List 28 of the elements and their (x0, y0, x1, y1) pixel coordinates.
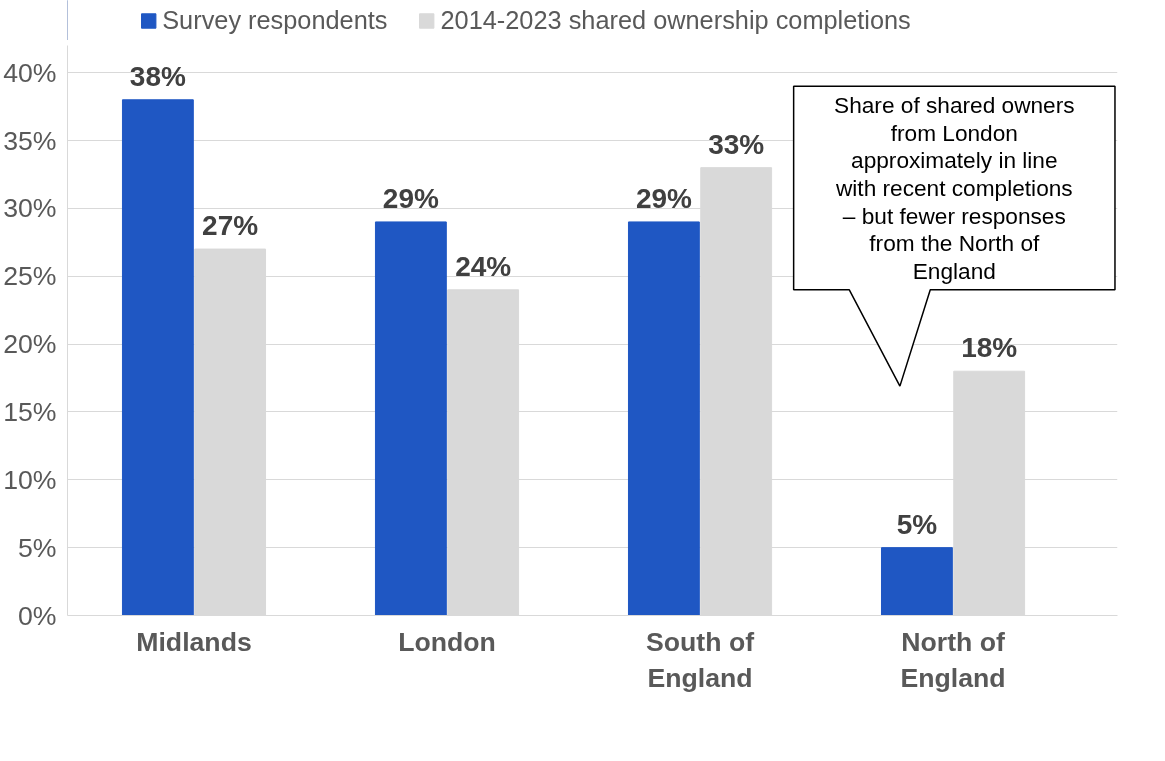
legend-label: Survey respondents (162, 5, 388, 35)
x-tick-label: North of England (900, 626, 1006, 693)
data-label: 27% (202, 210, 259, 242)
data-label: 24% (455, 250, 512, 282)
x-tick-label: Midlands (136, 626, 252, 657)
y-tick-label: 15% (3, 396, 57, 427)
y-tick-label: 30% (3, 193, 57, 224)
annotation: Share of shared owners from London approximately in line with recent completions – but fewer responses from the North of England (834, 92, 1075, 284)
y-tick-label: 40% (3, 57, 57, 88)
data-label: 29% (382, 182, 440, 214)
x-tick-label: South of England (646, 626, 755, 693)
y-tick-label: 0% (17, 600, 57, 631)
bar (121, 99, 194, 616)
y-tick-label: 35% (3, 125, 57, 156)
bar (627, 221, 700, 616)
bar (880, 547, 953, 616)
data-label: 38% (129, 60, 186, 92)
data-label: 18% (961, 332, 1018, 364)
x-tick-label: London (398, 626, 496, 657)
y-tick-label: 10% (3, 464, 57, 495)
y-tick-label: 20% (3, 329, 57, 360)
data-label: 33% (708, 128, 765, 160)
data-label: 29% (635, 182, 693, 214)
y-tick-label: 5% (17, 532, 57, 563)
y-tick-label: 25% (3, 261, 57, 292)
data-label: 5% (896, 508, 938, 540)
legend-label: 2014-2023 shared ownership completions (440, 5, 911, 35)
bar (374, 221, 447, 616)
